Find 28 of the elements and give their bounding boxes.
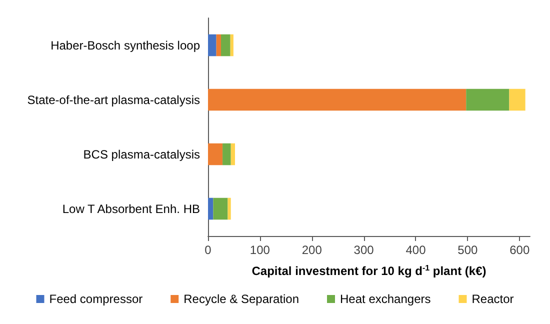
legend-label: Feed compressor bbox=[49, 292, 143, 306]
bar bbox=[208, 34, 216, 56]
legend-label: Recycle & Separation bbox=[184, 292, 300, 306]
x-tick-label: 400 bbox=[406, 243, 426, 257]
bar bbox=[216, 34, 221, 56]
bar bbox=[228, 198, 231, 220]
x-tick-label: 100 bbox=[250, 243, 270, 257]
x-tick-label: 600 bbox=[510, 243, 530, 257]
bar bbox=[222, 143, 231, 166]
bar bbox=[509, 88, 526, 111]
x-tick-label: 0 bbox=[204, 243, 212, 257]
bar bbox=[208, 143, 223, 166]
y-tick-label: BCS plasma-catalysis bbox=[83, 147, 200, 162]
y-tick-label: Haber-Bosch synthesis loop bbox=[50, 38, 200, 52]
bar bbox=[208, 198, 214, 220]
legend-label: Reactor bbox=[472, 292, 514, 306]
bar bbox=[466, 88, 510, 111]
x-tick-label: 500 bbox=[458, 243, 478, 257]
y-tick-label: State-of-the-art plasma-catalysis bbox=[27, 92, 200, 107]
bar bbox=[220, 34, 230, 56]
bar bbox=[230, 34, 234, 56]
x-tick-label: 200 bbox=[302, 243, 322, 257]
bar bbox=[213, 198, 228, 220]
legend-label: Heat exchangers bbox=[340, 292, 431, 306]
x-tick-label: 300 bbox=[354, 243, 374, 257]
y-tick-label: Low T Absorbent Enh. HB bbox=[62, 202, 200, 216]
bar bbox=[230, 143, 236, 166]
bar bbox=[208, 88, 466, 111]
